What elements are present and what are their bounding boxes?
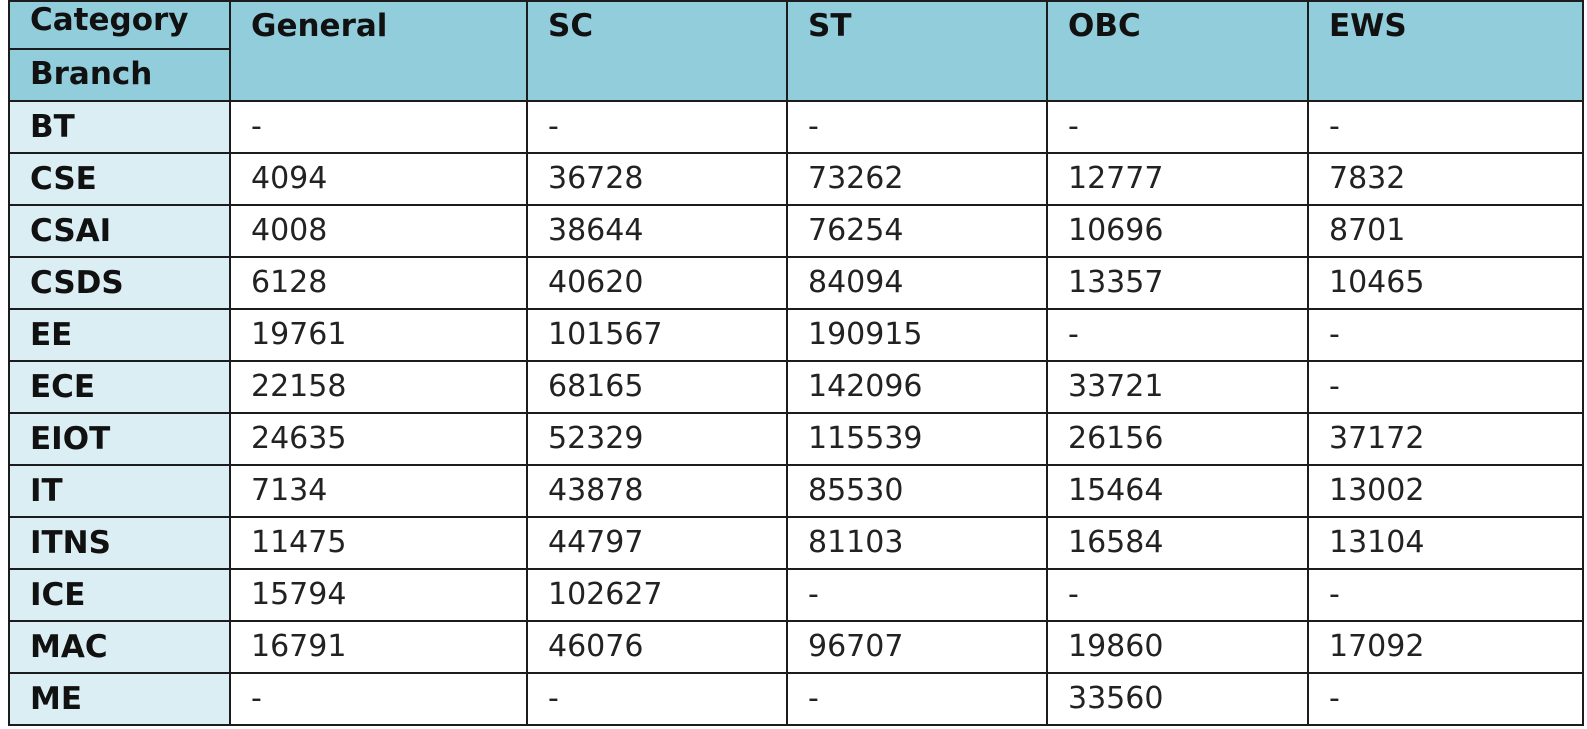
rank-cell: 33721 — [1046, 360, 1309, 414]
rank-cell: 19761 — [229, 308, 528, 362]
rank-cell: 84094 — [786, 256, 1048, 310]
rank-cell: 96707 — [786, 620, 1048, 674]
rank-cell: 10696 — [1046, 204, 1309, 258]
rank-cell: - — [1307, 568, 1584, 622]
rank-cell: 15794 — [229, 568, 528, 622]
rank-cell: 190915 — [786, 308, 1048, 362]
rank-cell: 13357 — [1046, 256, 1309, 310]
branch-cell: CSDS — [8, 256, 231, 310]
rank-cell: 40620 — [526, 256, 788, 310]
cutoff-table: Category General SC ST OBC EWS Branch BT… — [8, 0, 1584, 726]
rank-cell: 24635 — [229, 412, 528, 466]
table-row: CSDS 6128 40620 84094 13357 10465 — [8, 256, 1584, 310]
rank-cell: 102627 — [526, 568, 788, 622]
table-body: BT - - - - - CSE 4094 36728 73262 12777 7832 CSAI 400… — [8, 100, 1584, 726]
rank-cell: 142096 — [786, 360, 1048, 414]
rank-cell: 16584 — [1046, 516, 1309, 570]
rank-cell: 15464 — [1046, 464, 1309, 518]
branch-header-label: Branch — [8, 48, 231, 102]
rank-cell: - — [786, 568, 1048, 622]
rank-cell: 13104 — [1307, 516, 1584, 570]
rank-cell: 38644 — [526, 204, 788, 258]
rank-cell: 13002 — [1307, 464, 1584, 518]
table-row: ICE 15794 102627- - - — [8, 568, 1584, 622]
rank-cell: - — [1307, 672, 1584, 726]
rank-cell: 115539 — [786, 412, 1048, 466]
table-row: ECE 22158 68165 142096 33721- — [8, 360, 1584, 414]
rank-cell: 101567 — [526, 308, 788, 362]
table-row: EIOT 24635 52329 115539 26156 37172 — [8, 412, 1584, 466]
table-row: EE 19761 101567 190915- - — [8, 308, 1584, 362]
branch-cell: CSAI — [8, 204, 231, 258]
branch-cell: ITNS — [8, 516, 231, 570]
rank-cell: 19860 — [1046, 620, 1309, 674]
branch-cell: EIOT — [8, 412, 231, 466]
branch-cell: ECE — [8, 360, 231, 414]
table-row: CSE 4094 36728 73262 12777 7832 — [8, 152, 1584, 206]
column-header-sc: SC — [526, 0, 788, 102]
table-row: MAC 16791 46076 96707 19860 17092 — [8, 620, 1584, 674]
table-row: IT 7134 43878 85530 15464 13002 — [8, 464, 1584, 518]
branch-cell: MAC — [8, 620, 231, 674]
branch-cell: BT — [8, 100, 231, 154]
rank-cell: 68165 — [526, 360, 788, 414]
branch-cell: EE — [8, 308, 231, 362]
column-header-st: ST — [786, 0, 1048, 102]
table-row: CSAI 4008 38644 76254 10696 8701 — [8, 204, 1584, 258]
rank-cell: - — [1046, 100, 1309, 154]
rank-cell: 7134 — [229, 464, 528, 518]
rank-cell: - — [229, 100, 528, 154]
rank-cell: 22158 — [229, 360, 528, 414]
rank-cell: - — [786, 100, 1048, 154]
table-header: Category General SC ST OBC EWS Branch — [8, 0, 1584, 102]
rank-cell: 36728 — [526, 152, 788, 206]
rank-cell: 43878 — [526, 464, 788, 518]
rank-cell: - — [1046, 308, 1309, 362]
table-row: ITNS 11475 44797 81103 16584 13104 — [8, 516, 1584, 570]
rank-cell: - — [786, 672, 1048, 726]
column-header-ews: EWS — [1307, 0, 1584, 102]
rank-cell: - — [1307, 308, 1584, 362]
rank-cell: 52329 — [526, 412, 788, 466]
rank-cell: 37172 — [1307, 412, 1584, 466]
rank-cell: 11475 — [229, 516, 528, 570]
rank-cell: - — [1046, 568, 1309, 622]
rank-cell: 6128 — [229, 256, 528, 310]
table-row: ME - - -33560- — [8, 672, 1584, 726]
rank-cell: 26156 — [1046, 412, 1309, 466]
rank-cell: 33560 — [1046, 672, 1309, 726]
rank-cell: 44797 — [526, 516, 788, 570]
rank-cell: 16791 — [229, 620, 528, 674]
rank-cell: 10465 — [1307, 256, 1584, 310]
rank-cell: 76254 — [786, 204, 1048, 258]
branch-cell: ICE — [8, 568, 231, 622]
rank-cell: - — [229, 672, 528, 726]
branch-cell: IT — [8, 464, 231, 518]
rank-cell: 17092 — [1307, 620, 1584, 674]
column-header-general: General — [229, 0, 528, 102]
rank-cell: - — [526, 672, 788, 726]
category-header-label: Category — [8, 0, 231, 50]
rank-cell: 73262 — [786, 152, 1048, 206]
rank-cell: 4094 — [229, 152, 528, 206]
rank-cell: - — [1307, 360, 1584, 414]
branch-cell: CSE — [8, 152, 231, 206]
rank-cell: 4008 — [229, 204, 528, 258]
rank-cell: - — [1307, 100, 1584, 154]
table-row: BT - - - - - — [8, 100, 1584, 154]
rank-cell: 81103 — [786, 516, 1048, 570]
branch-cell: ME — [8, 672, 231, 726]
rank-cell: 46076 — [526, 620, 788, 674]
rank-cell: 8701 — [1307, 204, 1584, 258]
rank-cell: 85530 — [786, 464, 1048, 518]
rank-cell: - — [526, 100, 788, 154]
rank-cell: 7832 — [1307, 152, 1584, 206]
column-header-obc: OBC — [1046, 0, 1309, 102]
rank-cell: 12777 — [1046, 152, 1309, 206]
